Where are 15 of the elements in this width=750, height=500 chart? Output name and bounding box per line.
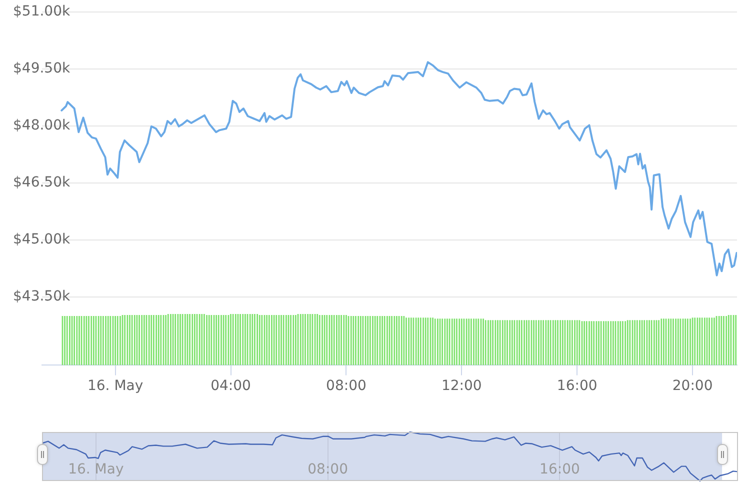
y-tick-label: $46.50k — [13, 174, 71, 191]
x-tick-label: 16. May — [68, 462, 124, 478]
y-tick-label: $48.00k — [13, 118, 71, 134]
x-tick-label: 16:00 — [540, 462, 580, 478]
x-tick-label: 08:00 — [326, 378, 366, 394]
x-tick-label: 16. May — [87, 378, 144, 394]
x-tick-label: 20:00 — [672, 378, 713, 394]
y-tick-label: $45.00k — [13, 232, 71, 248]
y-tick-label: $43.50k — [13, 288, 71, 305]
x-tick-label: 08:00 — [308, 462, 348, 478]
y-tick-label: $51.00k — [13, 4, 71, 20]
x-tick-label: 04:00 — [210, 378, 251, 394]
y-tick-label: $49.50k — [13, 60, 71, 77]
x-tick-label: 12:00 — [441, 378, 482, 394]
x-tick-label: 16:00 — [556, 378, 598, 394]
